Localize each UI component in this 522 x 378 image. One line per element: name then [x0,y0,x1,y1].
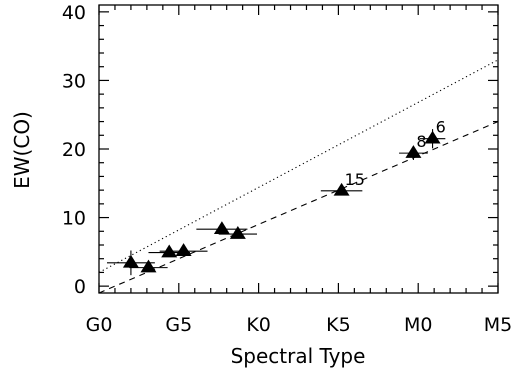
triangle-marker [424,130,441,144]
triangle-marker [140,259,157,273]
x-tick-label: M5 [484,314,512,336]
tick-labels: G0 G5 K0 K5 M0 M5 0 10 20 30 40 [62,2,512,336]
x-tick-label: K0 [246,314,271,336]
y-axis-title: EW(CO) [10,111,34,189]
y-tick-label: 10 [62,208,86,230]
point-label: 6 [436,118,446,137]
triangle-marker [333,182,350,196]
y-tick-label: 0 [74,276,86,298]
x-tick-label: G5 [165,314,192,336]
y-tick-label: 30 [62,70,86,92]
triangle-marker [122,254,139,268]
x-axis-title: Spectral Type [231,344,366,368]
triangle-marker [229,226,246,239]
triangle-marker [405,145,422,158]
x-tick-label: K5 [326,314,351,336]
point-label: 15 [345,170,365,189]
x-tick-label: M0 [404,314,432,336]
y-tick-label: 20 [62,139,86,161]
triangle-marker [213,221,230,235]
plot-frame [98,4,499,294]
dotted-fit-line [98,59,499,273]
fit-lines [98,59,499,294]
x-tick-label: G0 [86,314,113,336]
y-tick-label: 40 [62,2,86,24]
axis-ticks [98,5,499,293]
triangle-marker [175,243,192,256]
point-label: 8 [416,132,426,151]
